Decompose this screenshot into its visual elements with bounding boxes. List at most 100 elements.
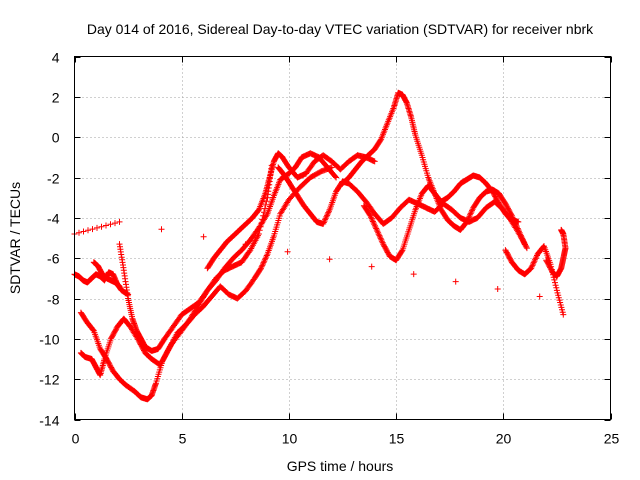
series-track-10 — [502, 243, 567, 318]
data-point — [261, 209, 267, 216]
data-point — [398, 248, 405, 255]
series-track-6 — [204, 150, 378, 272]
data-point — [368, 263, 375, 270]
series-isolated — [71, 218, 543, 300]
x-tick-label: 0 — [72, 431, 80, 447]
data-point — [112, 220, 118, 227]
data-point — [519, 236, 526, 243]
data-point — [257, 223, 264, 230]
data-point — [371, 221, 378, 228]
data-point — [320, 220, 327, 227]
data-point — [332, 173, 339, 180]
data-point — [263, 212, 270, 219]
data-point — [377, 235, 384, 242]
data-point — [523, 245, 530, 252]
y-tick-label: 2 — [52, 90, 60, 106]
data-point — [260, 259, 267, 266]
data-point — [375, 229, 382, 236]
data-point — [324, 211, 331, 217]
data-point — [256, 227, 263, 234]
data-point — [373, 225, 380, 232]
data-point — [551, 276, 558, 283]
data-point — [532, 255, 539, 262]
series-track-7 — [275, 164, 530, 252]
data-point — [519, 235, 526, 242]
data-point — [371, 222, 378, 229]
data-point — [258, 220, 265, 227]
data-point — [532, 256, 538, 263]
data-point — [515, 218, 522, 225]
data-point — [494, 286, 501, 292]
data-point — [558, 226, 565, 233]
y-tick-label: 4 — [52, 50, 60, 66]
data-point — [369, 217, 376, 224]
data-point — [560, 311, 567, 318]
data-point — [89, 226, 96, 233]
data-point — [260, 212, 267, 219]
data-point — [465, 216, 472, 222]
data-point — [369, 218, 376, 225]
data-point — [452, 278, 459, 285]
x-tick-label: 20 — [496, 431, 512, 447]
data-point — [323, 213, 330, 220]
data-point — [516, 229, 523, 236]
y-tick-label: -2 — [47, 171, 60, 187]
data-point — [514, 224, 520, 231]
data-point — [552, 279, 558, 286]
data-point — [333, 174, 340, 181]
data-point — [368, 214, 374, 221]
series-track-11 — [543, 226, 569, 280]
data-point — [520, 238, 527, 245]
grid — [74, 56, 611, 420]
data-point — [373, 226, 380, 233]
plot-frame — [74, 56, 611, 420]
y-tick-label: -12 — [39, 372, 59, 388]
y-tick-label: -6 — [47, 251, 60, 267]
data-points — [71, 89, 569, 403]
data-point — [529, 262, 536, 269]
data-point — [94, 224, 100, 231]
data-point — [518, 234, 525, 240]
data-point — [375, 231, 382, 238]
data-point — [103, 222, 109, 229]
data-point — [322, 216, 329, 223]
data-point — [371, 158, 378, 165]
data-point — [90, 327, 97, 333]
data-point — [80, 228, 87, 235]
y-axis-label: SDTVAR / TECUs — [7, 182, 23, 294]
data-point — [467, 210, 474, 217]
data-point — [324, 212, 331, 219]
data-point — [98, 223, 105, 230]
x-tick-label: 25 — [604, 431, 620, 447]
axis-ticks — [74, 56, 612, 421]
data-point — [326, 208, 332, 215]
data-point — [378, 236, 385, 243]
series-track-8 — [339, 89, 528, 248]
data-point — [469, 207, 475, 214]
data-point — [158, 226, 165, 233]
data-point — [530, 261, 537, 267]
data-point — [116, 218, 123, 225]
data-point — [463, 218, 470, 225]
data-point — [468, 209, 475, 215]
data-point — [553, 284, 560, 291]
data-point — [85, 227, 91, 234]
x-tick-labels: 0 5 10 15 20 25 — [72, 431, 620, 447]
y-tick-label: -10 — [39, 332, 59, 348]
data-point — [284, 248, 291, 255]
data-point — [328, 164, 335, 171]
data-point — [530, 259, 537, 266]
data-point — [261, 256, 268, 263]
x-axis-label: GPS time / hours — [287, 458, 394, 474]
data-point — [531, 258, 538, 265]
series-track-4 — [90, 259, 123, 290]
data-point — [465, 214, 472, 221]
data-point — [107, 221, 114, 228]
data-point — [515, 226, 522, 233]
data-point — [367, 212, 374, 219]
data-point — [116, 283, 123, 290]
data-point — [410, 271, 417, 278]
x-tick-label: 10 — [282, 431, 298, 447]
data-point — [200, 233, 207, 240]
data-point — [466, 213, 473, 220]
